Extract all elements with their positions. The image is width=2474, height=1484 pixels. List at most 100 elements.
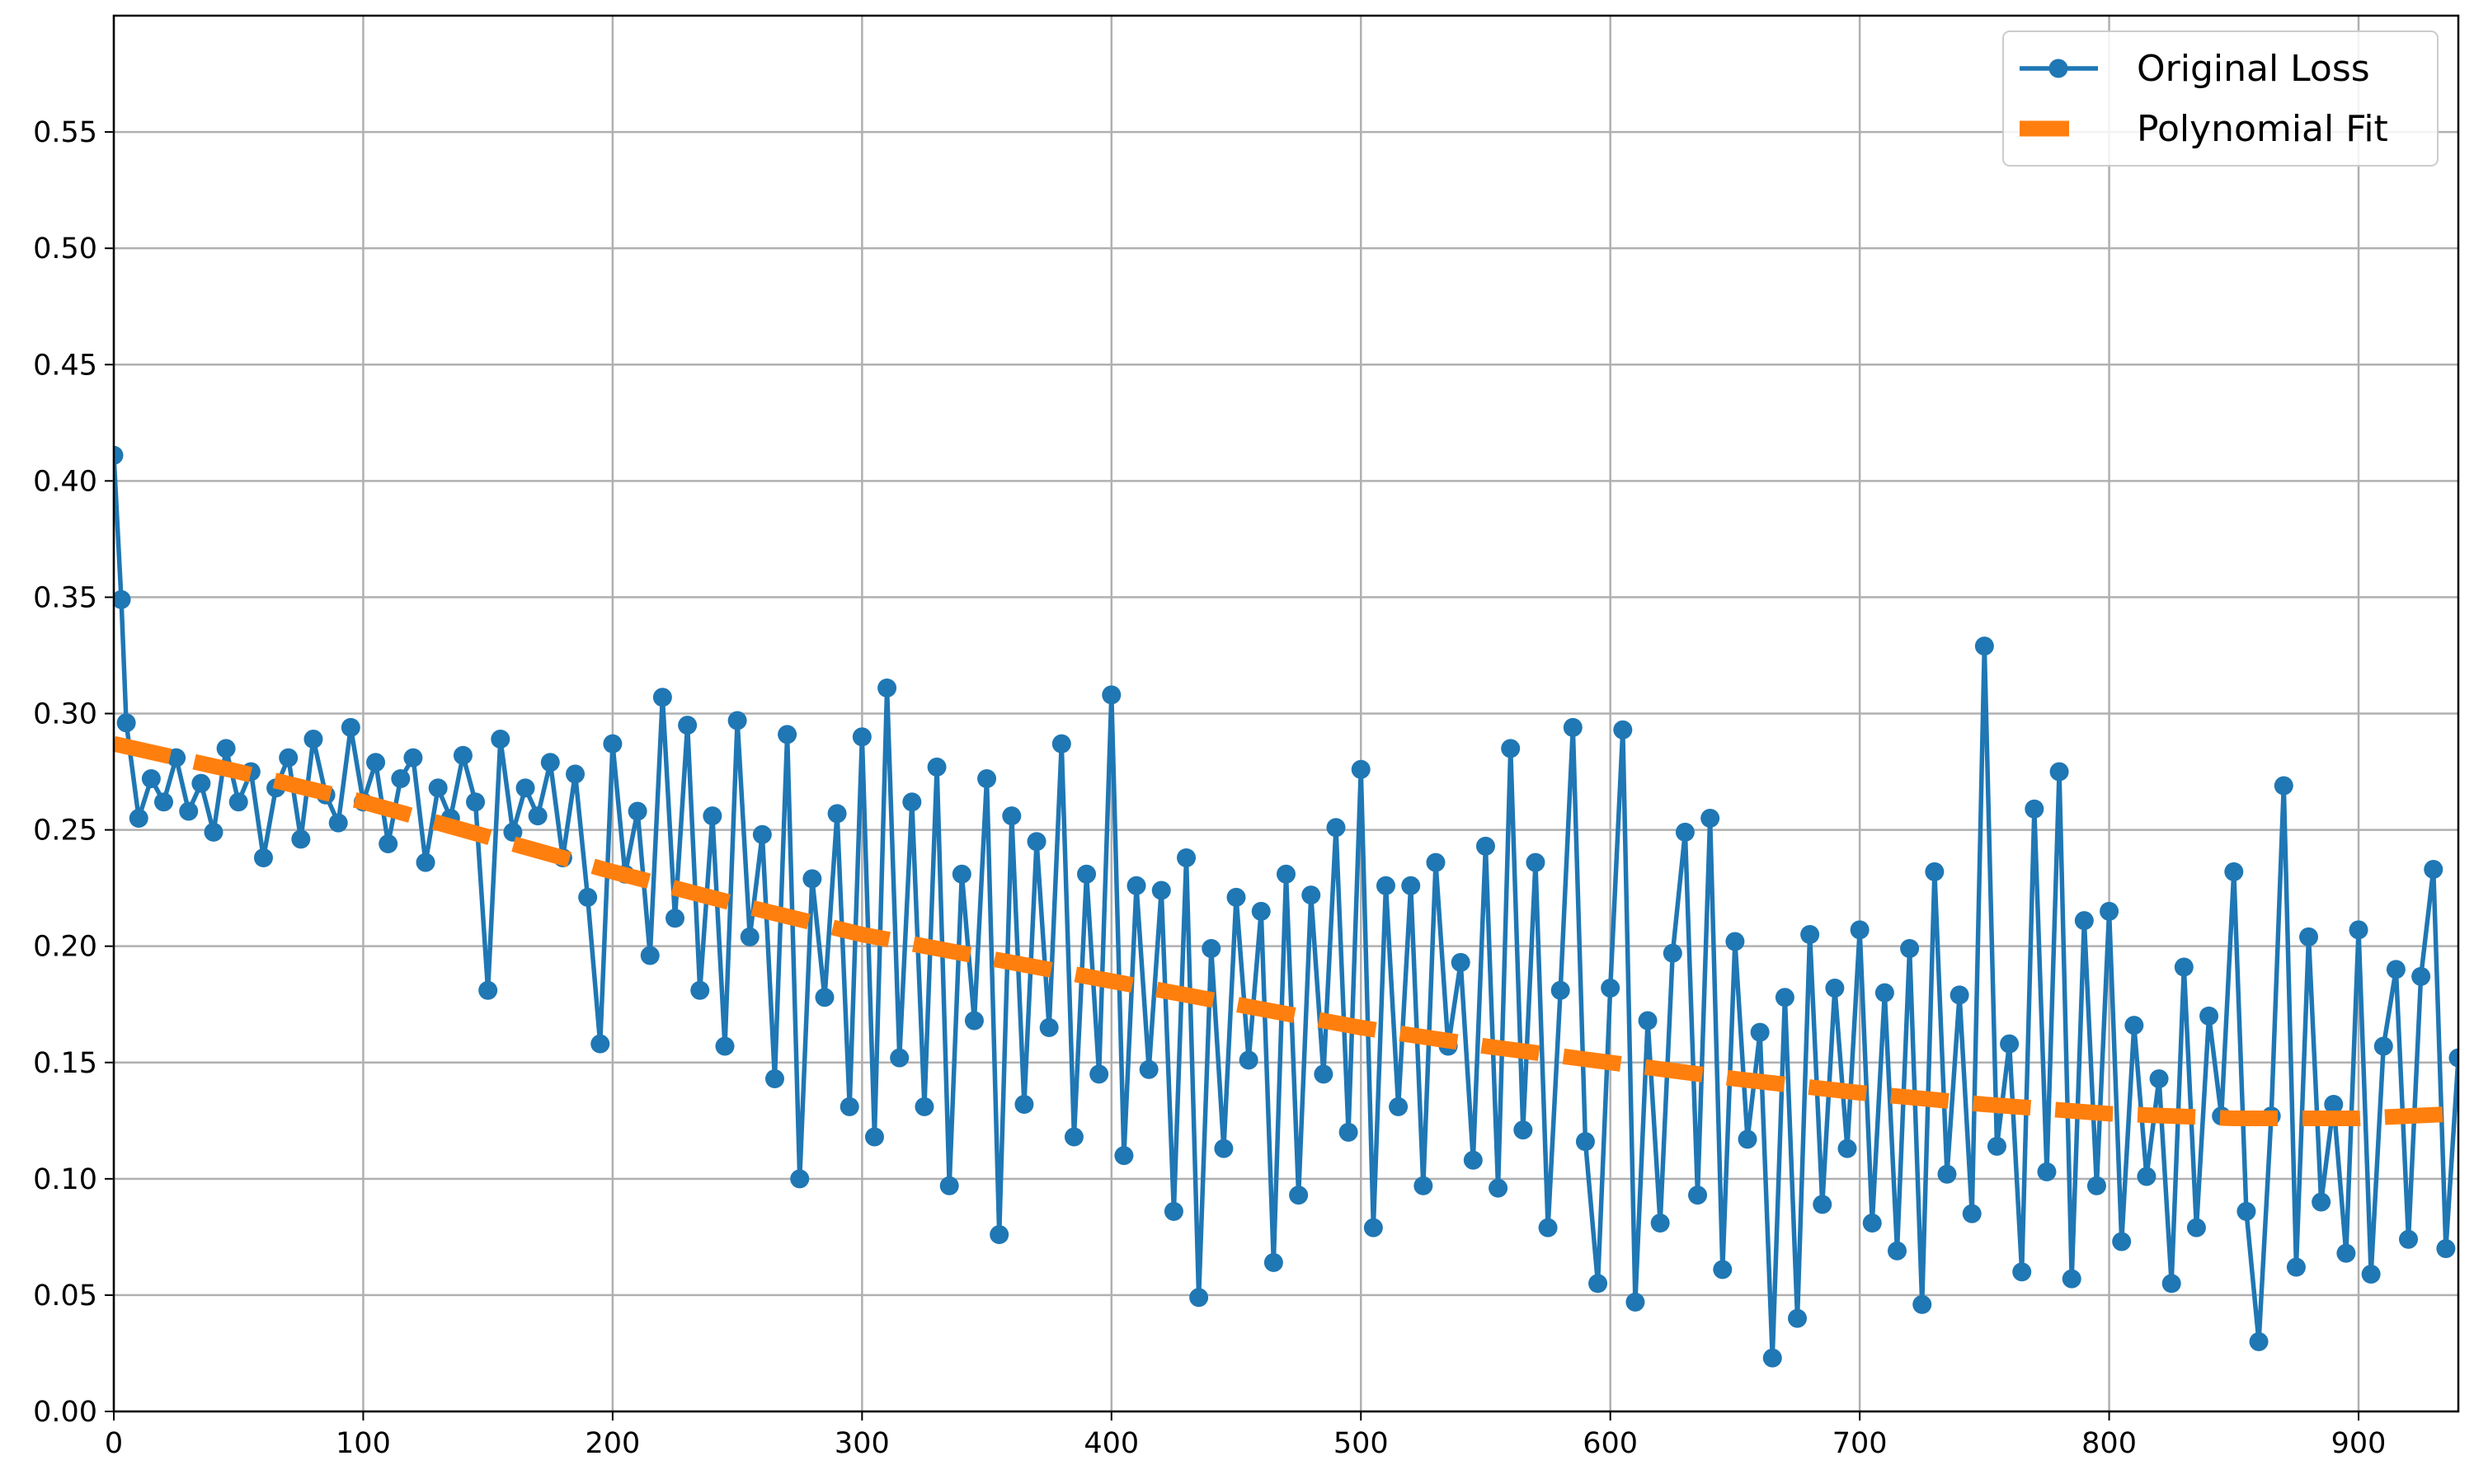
data-point: [939, 1176, 959, 1195]
data-point: [2186, 1218, 2206, 1237]
data-point: [964, 1011, 984, 1031]
data-point: [2274, 776, 2293, 796]
data-point: [2224, 862, 2244, 881]
data-point: [503, 822, 523, 842]
data-point: [114, 445, 124, 465]
data-point: [727, 711, 747, 730]
legend-label: Original Loss: [2137, 48, 2370, 90]
data-point: [2299, 927, 2319, 946]
data-point: [228, 792, 248, 812]
loss-line: [114, 455, 2458, 1360]
data-point: [827, 804, 847, 824]
data-point: [1413, 1176, 1433, 1195]
data-point: [2349, 920, 2368, 940]
x-tick-label: 500: [1333, 1427, 1389, 1460]
data-point: [952, 864, 971, 884]
data-point: [1351, 759, 1371, 779]
data-point: [2236, 1201, 2256, 1221]
x-tick-label: 0: [105, 1427, 123, 1460]
data-point: [1663, 943, 1682, 963]
legend-marker: [2048, 59, 2068, 78]
data-point: [1102, 685, 1122, 705]
data-point: [590, 1034, 610, 1054]
data-point: [291, 829, 311, 849]
data-point: [1214, 1139, 1234, 1158]
y-tick-label: 0.45: [33, 349, 97, 382]
x-tick-label: 300: [835, 1427, 890, 1460]
data-point: [1850, 920, 1870, 940]
data-point: [715, 1036, 735, 1056]
data-point: [2199, 1006, 2219, 1026]
data-point: [428, 778, 448, 798]
data-point: [1263, 1252, 1283, 1272]
data-point: [652, 688, 672, 707]
data-point: [1775, 988, 1794, 1007]
data-point: [1226, 887, 1246, 907]
x-tick-label: 100: [336, 1427, 391, 1460]
data-point: [1887, 1241, 1907, 1261]
legend-box: [2002, 31, 2439, 167]
data-point: [815, 988, 835, 1007]
data-point: [1688, 1186, 1708, 1205]
data-point: [890, 1048, 910, 1068]
data-point: [1363, 1218, 1383, 1237]
data-point: [1489, 1178, 1508, 1198]
data-point: [2112, 1232, 2132, 1252]
data-point: [2436, 1238, 2456, 1258]
data-point: [864, 1127, 884, 1147]
data-point: [1825, 978, 1845, 998]
data-point: [2448, 1048, 2458, 1068]
data-point: [1463, 1150, 1483, 1170]
x-tick-label: 900: [2331, 1427, 2387, 1460]
x-tick-label: 200: [585, 1427, 640, 1460]
data-point: [2049, 762, 2069, 782]
y-tick-label: 0.20: [33, 931, 97, 964]
data-point: [279, 748, 299, 768]
y-tick-label: 0.25: [33, 815, 97, 848]
data-point: [778, 725, 797, 744]
data-point: [204, 822, 223, 842]
data-point: [1650, 1213, 1670, 1233]
data-point: [2336, 1243, 2356, 1263]
data-point: [1014, 1095, 1034, 1115]
data-point: [1289, 1186, 1309, 1205]
plot-frame: [112, 14, 2460, 1413]
data-point: [764, 1069, 784, 1089]
data-point: [2286, 1257, 2306, 1277]
data-point: [603, 734, 623, 754]
data-point: [1314, 1064, 1333, 1084]
data-point: [1750, 1022, 1770, 1042]
data-point: [1925, 862, 1945, 881]
data-point: [1813, 1195, 1832, 1214]
data-point: [1513, 1120, 1533, 1140]
data-point: [666, 909, 685, 928]
data-point: [466, 792, 486, 812]
data-point: [366, 753, 386, 773]
data-point: [515, 778, 535, 798]
data-point: [1151, 881, 1171, 900]
data-point: [1027, 832, 1047, 852]
data-point: [1376, 876, 1395, 895]
data-point: [877, 678, 897, 697]
data-point: [915, 1097, 934, 1116]
data-point: [391, 769, 411, 789]
data-point: [640, 946, 660, 965]
y-tick-label: 0.50: [33, 232, 97, 265]
data-point: [540, 753, 560, 773]
data-point: [2124, 1016, 2144, 1036]
data-point: [416, 852, 435, 872]
data-point: [1700, 808, 1720, 828]
data-point: [253, 848, 273, 867]
data-point: [216, 739, 236, 758]
data-point: [927, 757, 947, 777]
data-point: [2062, 1269, 2081, 1289]
data-point: [1064, 1127, 1084, 1147]
data-point: [1713, 1260, 1733, 1280]
data-point: [1800, 925, 1820, 945]
data-point: [2037, 1162, 2057, 1181]
data-point: [1475, 836, 1495, 856]
data-point: [1039, 1017, 1059, 1037]
data-point: [1837, 1139, 1857, 1158]
data-point: [116, 713, 136, 733]
data-point: [1326, 818, 1346, 838]
